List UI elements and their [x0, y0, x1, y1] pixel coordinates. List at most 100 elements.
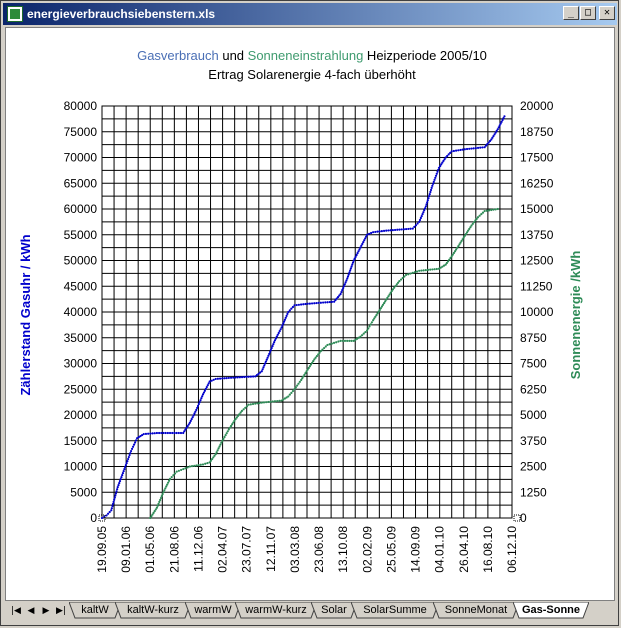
sheet-tab[interactable]: SolarSumme [351, 602, 439, 619]
minimize-button[interactable]: _ [563, 6, 579, 20]
series-point [337, 340, 340, 343]
series-point [339, 292, 342, 296]
last-sheet-button[interactable]: ▶| [56, 606, 66, 616]
axis-origin-marker[interactable] [98, 514, 106, 522]
sheet-tab[interactable]: SonneMonat [433, 602, 519, 619]
chart-area[interactable]: Gasverbrauch und Sonneneinstrahlung Heiz… [6, 28, 614, 600]
sheet-tab[interactable]: kaltW-kurz [115, 602, 191, 619]
series-point [110, 507, 113, 510]
series-point [365, 235, 368, 238]
series-point [326, 301, 329, 304]
series-point [276, 333, 279, 336]
series-point [365, 233, 369, 236]
y-right-tick-label: 7500 [520, 357, 547, 371]
series-point [427, 195, 431, 198]
series-point [446, 260, 450, 263]
series-point [496, 207, 499, 211]
series-point [380, 230, 383, 233]
series-point [431, 182, 435, 185]
series-point [351, 263, 354, 266]
series-point [156, 504, 159, 507]
first-sheet-button[interactable]: |◀ [11, 606, 21, 616]
series-point [338, 294, 341, 297]
series-point [386, 296, 389, 300]
series-point [258, 401, 261, 405]
series-point [141, 433, 144, 437]
series-point [437, 267, 441, 270]
series-point [238, 413, 241, 416]
series-gasverbrauch[interactable] [100, 115, 506, 520]
series-point [204, 462, 207, 465]
series-point [348, 271, 351, 274]
series-point [120, 475, 123, 479]
close-button[interactable]: ✕ [599, 6, 615, 20]
chart-sheet[interactable]: Gasverbrauch und Sonneneinstrahlung Heiz… [5, 27, 615, 601]
series-point [441, 161, 444, 164]
series-point [346, 275, 350, 278]
series-point [282, 398, 285, 401]
series-point [479, 146, 482, 149]
series-point [108, 510, 111, 514]
series-point [118, 481, 121, 485]
y-right-tick-label: 1250 [520, 485, 547, 499]
y-right-tick-label: 5000 [520, 408, 547, 422]
series-point [271, 345, 274, 348]
series-point [189, 419, 192, 422]
series-point [112, 500, 115, 503]
sheet-tab[interactable]: Solar [311, 602, 357, 619]
series-point [293, 388, 296, 391]
series-point [283, 318, 287, 321]
series-point [374, 315, 377, 318]
sheet-tab[interactable]: warmW [185, 602, 241, 619]
series-point [399, 278, 403, 281]
series-point [310, 361, 314, 364]
sheet-tab[interactable]: Gas-Sonne [513, 602, 589, 619]
sheet-tab[interactable]: kaltW [69, 602, 121, 619]
series-point [454, 149, 458, 152]
series-point [328, 343, 331, 346]
series-point [293, 304, 296, 307]
series-point [420, 269, 423, 272]
series-point [324, 301, 327, 304]
series-point [305, 370, 308, 373]
axis-end-marker[interactable] [513, 514, 521, 522]
sheet-tab[interactable]: warmW-kurz [235, 602, 317, 619]
excel-app-icon[interactable] [7, 6, 23, 22]
series-point [213, 454, 216, 457]
window-title: energieverbrauchsiebenstern.xls [27, 7, 216, 21]
series-point [150, 515, 153, 518]
series-point [283, 397, 287, 400]
series-point [180, 468, 183, 472]
series-point [310, 302, 314, 305]
series-point [414, 224, 418, 227]
title-bar[interactable]: energieverbrauchsiebenstern.xls _ □ ✕ [3, 3, 617, 25]
prev-sheet-button[interactable]: ◀ [27, 606, 35, 616]
series-point [393, 286, 396, 289]
restore-button[interactable]: □ [580, 6, 596, 20]
series-point [265, 401, 268, 404]
series-point [487, 141, 490, 144]
series-point [162, 431, 165, 435]
series-point [111, 504, 114, 508]
series-point [198, 401, 201, 404]
series-point [151, 432, 154, 435]
series-point [502, 117, 505, 120]
series-point [228, 426, 232, 429]
series-point [424, 269, 427, 272]
series-point [306, 368, 309, 371]
series-point [259, 371, 262, 374]
series-point [344, 281, 347, 284]
next-sheet-button[interactable]: ▶ [42, 606, 50, 616]
series-point [444, 156, 447, 159]
series-point [268, 350, 272, 354]
series-point [279, 328, 282, 331]
series-point [464, 232, 468, 236]
series-point [153, 432, 156, 435]
series-point [149, 432, 152, 435]
series-point [260, 370, 263, 373]
series-sonneneinstrahlung[interactable] [149, 207, 499, 520]
series-point [308, 302, 311, 305]
series-point [373, 317, 376, 320]
series-point [492, 134, 495, 138]
series-point [474, 147, 477, 150]
